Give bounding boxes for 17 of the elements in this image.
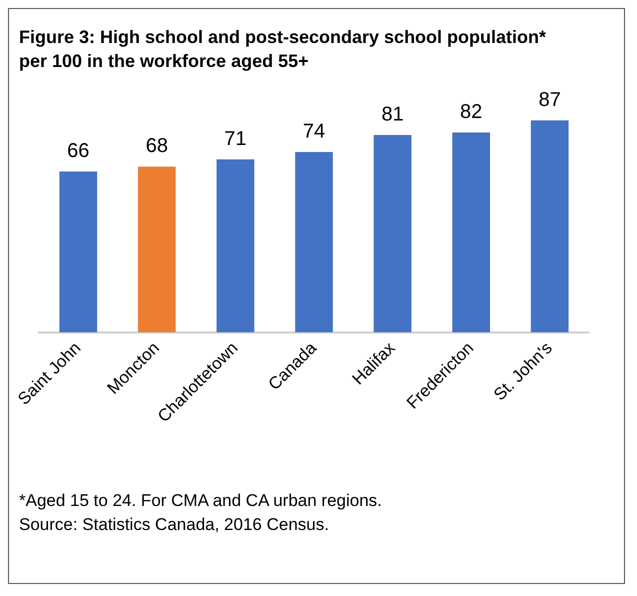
bar xyxy=(530,120,569,332)
data-label: 82 xyxy=(460,101,482,124)
chart-title: Figure 3: High school and post-secondary school population* per 100 in the workforce aged 55+ xyxy=(18,26,548,73)
data-label: 68 xyxy=(146,135,168,158)
bar xyxy=(138,166,176,332)
data-label: 87 xyxy=(538,88,561,111)
bar xyxy=(374,134,412,332)
data-label: 81 xyxy=(381,103,404,126)
data-label: 66 xyxy=(67,140,90,162)
bar xyxy=(295,152,333,332)
bar xyxy=(216,159,254,332)
data-label: 71 xyxy=(224,128,247,150)
bar xyxy=(59,172,98,332)
data-label: 74 xyxy=(302,120,326,143)
bar xyxy=(452,132,490,332)
source-note: Source: Statistics Canada, 2016 Census. xyxy=(19,514,330,536)
text: *Aged 15 to 24. For CMA and CA urban regions. xyxy=(19,490,382,512)
